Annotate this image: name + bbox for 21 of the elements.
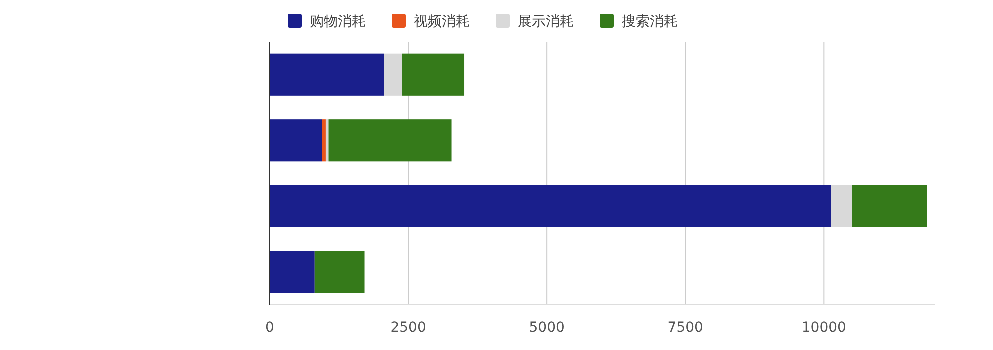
bar — [270, 54, 384, 96]
x-tick-label: 7500 — [668, 320, 704, 336]
legend-label: 视频消耗 — [414, 14, 470, 30]
x-tick-label: 10000 — [802, 320, 846, 336]
bar — [402, 54, 465, 96]
bar — [328, 120, 452, 162]
legend-label: 展示消耗 — [518, 14, 574, 30]
bar — [831, 185, 852, 228]
bar — [270, 251, 315, 294]
legend-label: 搜索消耗 — [622, 14, 678, 30]
bar — [326, 120, 329, 162]
bar — [322, 120, 326, 162]
x-tick-label: 5000 — [529, 320, 565, 336]
bar — [384, 54, 402, 96]
x-tick-label: 0 — [266, 320, 274, 336]
legend-label: 购物消耗 — [310, 14, 366, 30]
bar — [270, 120, 322, 162]
x-tick-label: 2500 — [390, 320, 426, 336]
bar — [314, 251, 365, 294]
bar — [270, 185, 832, 228]
bar — [852, 185, 928, 228]
